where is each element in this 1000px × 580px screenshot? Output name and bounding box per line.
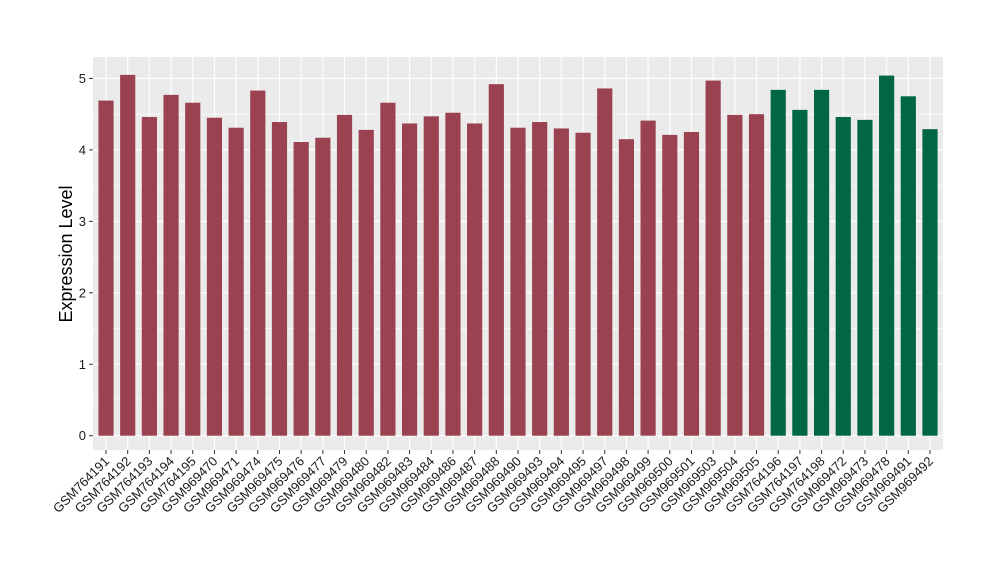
- bar-GSM969484: [423, 116, 439, 436]
- bar-GSM969494: [553, 128, 569, 436]
- bar-GSM969476: [293, 142, 309, 436]
- bar-GSM764196: [770, 89, 786, 436]
- y-tick-label: 5: [79, 71, 86, 86]
- bars: [98, 74, 938, 436]
- bar-GSM969482: [380, 102, 396, 436]
- y-axis: 0 1 2 3 4 5: [79, 71, 93, 443]
- y-tick-label: 3: [79, 214, 86, 229]
- bar-GSM969488: [488, 84, 504, 436]
- bar-GSM764197: [792, 109, 808, 436]
- y-tick-label: 4: [79, 142, 86, 157]
- bar-GSM969499: [640, 120, 656, 436]
- bar-GSM969470: [206, 117, 223, 436]
- bar-GSM969480: [358, 129, 374, 436]
- bar-GSM969483: [401, 123, 418, 436]
- bar-GSM969477: [315, 137, 331, 436]
- bar-GSM764195: [185, 102, 201, 436]
- bar-GSM969491: [900, 96, 916, 436]
- bar-GSM764198: [813, 89, 830, 436]
- bar-GSM969500: [662, 134, 678, 436]
- bar-GSM764191: [98, 100, 114, 436]
- bar-GSM969474: [250, 90, 266, 436]
- bar-GSM969493: [532, 122, 548, 436]
- bar-GSM969478: [879, 75, 895, 436]
- bar-GSM969503: [705, 80, 721, 436]
- bar-GSM969497: [597, 88, 613, 436]
- bar-GSM764194: [163, 94, 179, 436]
- bar-GSM969501: [683, 132, 700, 436]
- bar-GSM969472: [835, 117, 851, 436]
- bar-GSM969504: [727, 114, 743, 436]
- bar-GSM969498: [618, 139, 635, 436]
- bar-GSM969490: [510, 127, 526, 436]
- bar-GSM969492: [922, 129, 938, 436]
- y-axis-title: Expression Level: [56, 185, 76, 322]
- bar-GSM969473: [857, 119, 873, 436]
- bar-GSM969495: [575, 132, 591, 436]
- y-tick-label: 2: [79, 285, 86, 300]
- y-tick-label: 1: [79, 357, 86, 372]
- bar-GSM969505: [748, 114, 765, 436]
- bar-GSM969487: [467, 123, 483, 436]
- bar-GSM969471: [228, 127, 244, 436]
- bar-GSM969486: [445, 112, 461, 436]
- bar-GSM969475: [271, 122, 288, 436]
- bar-GSM764192: [120, 74, 136, 436]
- bar-GSM969479: [336, 114, 353, 436]
- x-axis: GSM764191GSM764192GSM764193GSM764194GSM7…: [50, 450, 936, 516]
- y-tick-label: 0: [79, 428, 86, 443]
- bar-GSM764193: [141, 117, 157, 436]
